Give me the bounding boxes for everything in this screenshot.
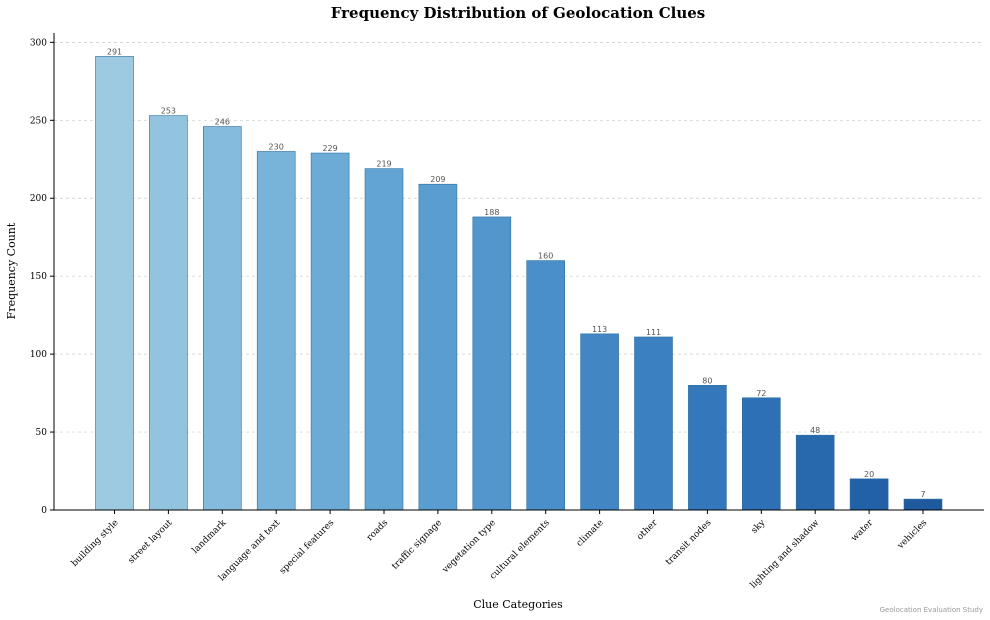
value-label-language-and-text: 230 xyxy=(269,142,284,151)
bar-vegetation-type xyxy=(472,216,512,511)
value-label-vegetation-type: 188 xyxy=(484,208,499,217)
value-label-cultural-elements: 160 xyxy=(538,252,553,261)
bar-other xyxy=(634,336,673,511)
value-label-transit-nodes: 80 xyxy=(702,376,712,385)
bar-street-layout xyxy=(149,115,188,511)
bar-roads xyxy=(364,168,404,511)
y-tick-label-50: 50 xyxy=(36,428,48,438)
x-tick-label-climate: climate xyxy=(575,518,606,549)
x-tick-label-landmark: landmark xyxy=(191,518,229,556)
x-tick-label-traffic-signage: traffic signage xyxy=(390,518,444,572)
y-tick-label-150: 150 xyxy=(30,272,47,282)
value-label-other: 111 xyxy=(646,328,661,337)
x-tick-label-roads: roads xyxy=(365,518,390,543)
x-tick-label-special-features: special features xyxy=(278,518,337,577)
y-axis-label: Frequency Count xyxy=(5,222,18,319)
x-tick-label-street-layout: street layout xyxy=(127,518,175,566)
bar-special-features xyxy=(310,152,350,511)
bar-sky xyxy=(741,397,781,511)
y-tick-label-300: 300 xyxy=(30,38,47,48)
x-tick-label-sky: sky xyxy=(750,517,768,535)
x-tick-label-building-style: building style xyxy=(70,518,121,569)
value-label-water: 20 xyxy=(864,470,874,479)
y-tick-label-200: 200 xyxy=(30,194,47,204)
x-tick-label-other: other xyxy=(635,518,660,543)
value-label-street-layout: 253 xyxy=(161,107,176,116)
value-labels: 291 253 246 230 229 219 209 188 160 113 111 80 72 48 2… xyxy=(107,47,926,499)
bar-transit-nodes xyxy=(688,384,727,511)
bar-vehicles xyxy=(903,498,943,511)
value-label-landmark: 246 xyxy=(215,118,230,127)
bar-water xyxy=(849,478,889,511)
y-tick-label-250: 250 xyxy=(30,116,47,126)
grid-lines xyxy=(54,42,984,433)
x-tick-label-cultural-elements: cultural elements xyxy=(488,518,552,582)
value-label-climate: 113 xyxy=(592,325,607,334)
chart-title: Frequency Distribution of Geolocation Cl… xyxy=(331,4,705,22)
bar-landmark xyxy=(203,126,242,511)
bars xyxy=(95,56,943,511)
value-label-traffic-signage: 209 xyxy=(430,175,445,184)
y-tick-label-0: 0 xyxy=(41,506,47,516)
bar-cultural-elements xyxy=(526,260,566,511)
bar-traffic-signage xyxy=(418,183,458,511)
x-tick-label-transit-nodes: transit nodes xyxy=(664,518,714,568)
x-axis-label: Clue Categories xyxy=(473,598,563,611)
value-label-vehicles: 7 xyxy=(920,490,925,499)
x-tick-label-vegetation-type: vegetation type xyxy=(440,518,498,576)
bar-lighting-and-shadow xyxy=(795,434,835,511)
footnote: Geolocation Evaluation Study xyxy=(880,606,983,614)
x-tick-label-vehicles: vehicles xyxy=(895,518,929,552)
x-ticks: building style street layout landmarklangu… xyxy=(70,510,929,591)
bar-language-and-text xyxy=(256,151,296,511)
bar-building-style xyxy=(95,56,134,511)
y-ticks: 0 50 100 150 200 250 300 xyxy=(30,38,54,516)
value-label-roads: 219 xyxy=(376,160,391,169)
x-tick-label-water: water xyxy=(850,518,876,544)
x-tick-label-language-and-text: language and text xyxy=(217,518,283,584)
value-label-lighting-and-shadow: 48 xyxy=(810,426,820,435)
value-label-special-features: 229 xyxy=(322,144,337,153)
bar-climate xyxy=(580,333,619,511)
axes xyxy=(53,33,984,511)
value-label-sky: 72 xyxy=(756,389,766,398)
value-label-building-style: 291 xyxy=(107,47,122,56)
y-tick-label-100: 100 xyxy=(30,350,47,360)
